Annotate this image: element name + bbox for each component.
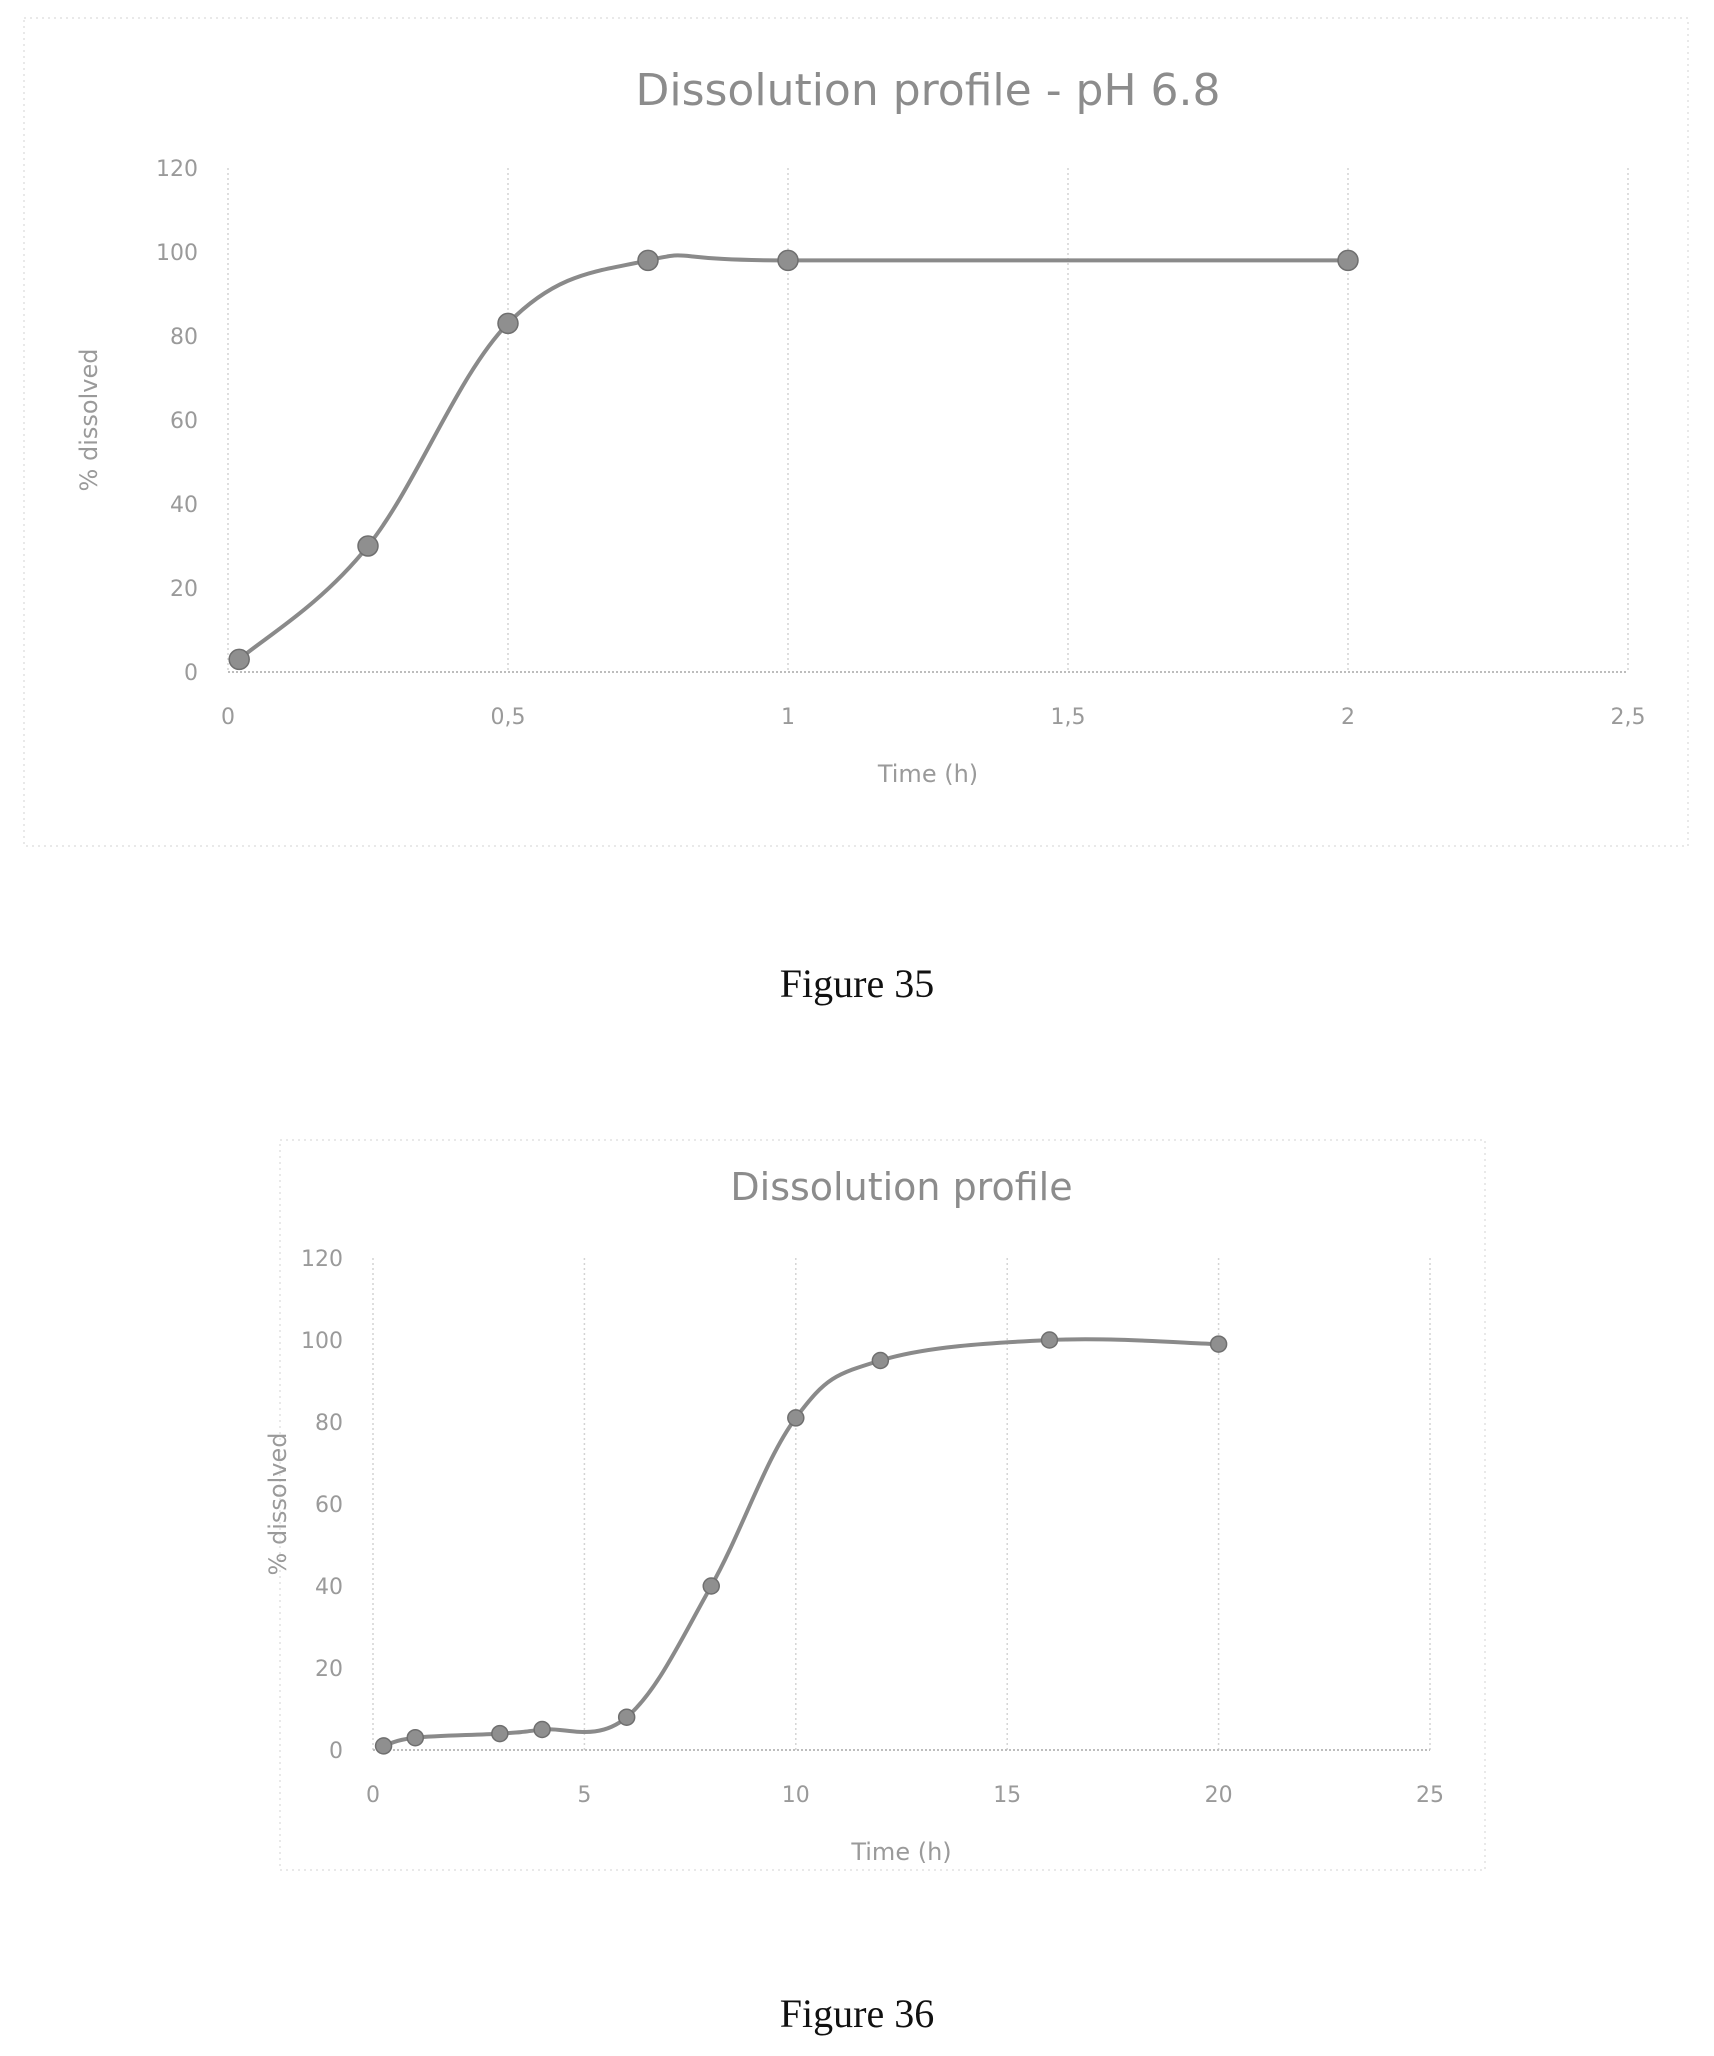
figure-36-caption: Figure 36 — [779, 1991, 935, 2036]
series-line — [237, 253, 1348, 661]
chart-title: Dissolution profile - pH 6.8 — [635, 65, 1220, 116]
chart-title: Dissolution profile — [730, 1165, 1072, 1209]
data-point — [228, 648, 250, 671]
x-tick-label: 1 — [781, 705, 795, 730]
x-tick-label: 2 — [1341, 705, 1355, 730]
data-point — [1209, 1335, 1228, 1353]
series-line — [382, 1337, 1219, 1748]
dissolution-chart-ph68: Dissolution profile - pH 6.8020406080100… — [23, 17, 1689, 847]
data-point — [787, 1409, 805, 1427]
data-point — [1040, 1331, 1059, 1349]
x-tick-label: 10 — [782, 1783, 810, 1808]
data-point — [406, 1728, 425, 1747]
x-tick-label: 0,5 — [491, 705, 526, 730]
data-point — [1337, 249, 1359, 272]
x-tick-label: 1,5 — [1051, 705, 1086, 730]
y-tick-label: 0 — [329, 1739, 343, 1764]
data-point — [637, 249, 659, 272]
dissolution-chart-overall: Dissolution profile 0 20 40 60 80 100 120 0 5 10 15… — [264, 1139, 1486, 1871]
data-point — [871, 1351, 890, 1370]
y-axis-title: % dissolved — [75, 349, 103, 492]
y-tick-label: 100 — [156, 241, 198, 266]
x-tick-label: 25 — [1416, 1783, 1444, 1808]
data-point — [374, 1737, 393, 1755]
x-axis-title: Time (h) — [877, 760, 978, 788]
data-point — [497, 312, 519, 335]
x-tick-label: 20 — [1205, 1783, 1233, 1808]
y-axis-title: % dissolved — [264, 1433, 292, 1576]
chart-frame — [23, 17, 1689, 847]
y-tick-label: 120 — [156, 157, 198, 182]
y-tick-label: 40 — [170, 493, 198, 518]
y-tick-label: 60 — [315, 1493, 343, 1518]
y-tick-label: 60 — [170, 409, 198, 434]
data-point — [777, 249, 799, 272]
y-tick-label: 80 — [170, 325, 198, 350]
x-tick-label: 2,5 — [1611, 705, 1646, 730]
x-tick-label: 5 — [577, 1783, 591, 1808]
chart-frame — [279, 1139, 1486, 1871]
y-tick-label: 120 — [301, 1247, 343, 1272]
data-point — [357, 535, 379, 557]
data-point — [702, 1577, 720, 1595]
y-tick-label: 100 — [301, 1329, 343, 1354]
data-point — [533, 1720, 551, 1739]
x-axis-title: Time (h) — [850, 1838, 951, 1866]
y-tick-label: 20 — [170, 577, 198, 602]
x-tick-label: 15 — [993, 1783, 1021, 1808]
x-tick-label: 0 — [221, 705, 235, 730]
y-tick-label: 80 — [315, 1411, 343, 1436]
data-point — [491, 1724, 509, 1743]
y-tick-label: 40 — [315, 1575, 343, 1600]
x-tick-label: 0 — [366, 1783, 380, 1808]
figure-35-caption: Figure 35 — [779, 961, 935, 1006]
y-tick-label: 0 — [184, 661, 198, 686]
data-point — [617, 1708, 636, 1726]
y-tick-label: 20 — [315, 1657, 343, 1682]
